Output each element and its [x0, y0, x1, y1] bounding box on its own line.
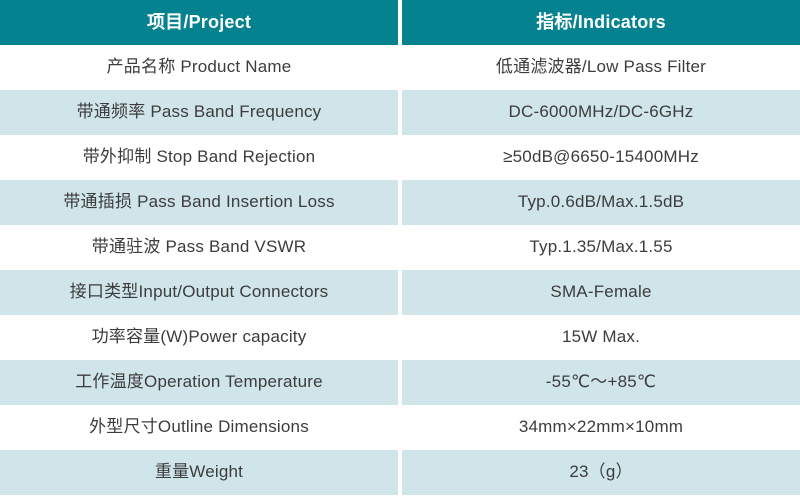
column-gutter [398, 360, 402, 405]
table-header-row: 项目/Project 指标/Indicators [0, 0, 800, 45]
column-gutter [398, 450, 402, 495]
column-gutter [398, 270, 402, 315]
spec-label: 带通插损 Pass Band Insertion Loss [0, 180, 398, 225]
column-gutter [398, 90, 402, 135]
table-row-pass-band-frequency: 带通频率 Pass Band Frequency DC-6000MHz/DC-6… [0, 90, 800, 135]
table-row-outline-dimensions: 外型尺寸Outline Dimensions 34mm×22mm×10mm [0, 405, 800, 450]
table-row-insertion-loss: 带通插损 Pass Band Insertion Loss Typ.0.6dB/… [0, 180, 800, 225]
column-gutter [398, 405, 402, 450]
table-row-operation-temperature: 工作温度Operation Temperature -55℃～+85℃ [0, 360, 800, 405]
spec-label: 带外抑制 Stop Band Rejection [0, 135, 398, 180]
spec-label: 产品名称 Product Name [0, 45, 398, 90]
spec-value: ≥50dB@6650-15400MHz [402, 135, 800, 180]
column-gutter [398, 225, 402, 270]
column-gutter [398, 180, 402, 225]
spec-value: Typ.0.6dB/Max.1.5dB [402, 180, 800, 225]
spec-label: 功率容量(W)Power capacity [0, 315, 398, 360]
table-row-vswr: 带通驻波 Pass Band VSWR Typ.1.35/Max.1.55 [0, 225, 800, 270]
spec-value: 34mm×22mm×10mm [402, 405, 800, 450]
table-row-weight: 重量Weight 23（g） [0, 450, 800, 495]
spec-label: 带通频率 Pass Band Frequency [0, 90, 398, 135]
column-gutter [398, 315, 402, 360]
spec-value: SMA-Female [402, 270, 800, 315]
table-row-stop-band-rejection: 带外抑制 Stop Band Rejection ≥50dB@6650-1540… [0, 135, 800, 180]
spec-value: DC-6000MHz/DC-6GHz [402, 90, 800, 135]
spec-label: 外型尺寸Outline Dimensions [0, 405, 398, 450]
table-row-connectors: 接口类型Input/Output Connectors SMA-Female [0, 270, 800, 315]
column-gutter [398, 0, 402, 45]
spec-value: 低通滤波器/Low Pass Filter [402, 45, 800, 90]
spec-value: 15W Max. [402, 315, 800, 360]
column-gutter [398, 45, 402, 90]
spec-label: 带通驻波 Pass Band VSWR [0, 225, 398, 270]
spec-value: -55℃～+85℃ [402, 360, 800, 405]
table-row-product-name: 产品名称 Product Name 低通滤波器/Low Pass Filter [0, 45, 800, 90]
column-header-indicators: 指标/Indicators [402, 0, 800, 45]
column-gutter [398, 135, 402, 180]
spec-value: 23（g） [402, 450, 800, 495]
table-row-power-capacity: 功率容量(W)Power capacity 15W Max. [0, 315, 800, 360]
column-header-project: 项目/Project [0, 0, 398, 45]
spec-label: 重量Weight [0, 450, 398, 495]
spec-label: 工作温度Operation Temperature [0, 360, 398, 405]
spec-value: Typ.1.35/Max.1.55 [402, 225, 800, 270]
spec-label: 接口类型Input/Output Connectors [0, 270, 398, 315]
